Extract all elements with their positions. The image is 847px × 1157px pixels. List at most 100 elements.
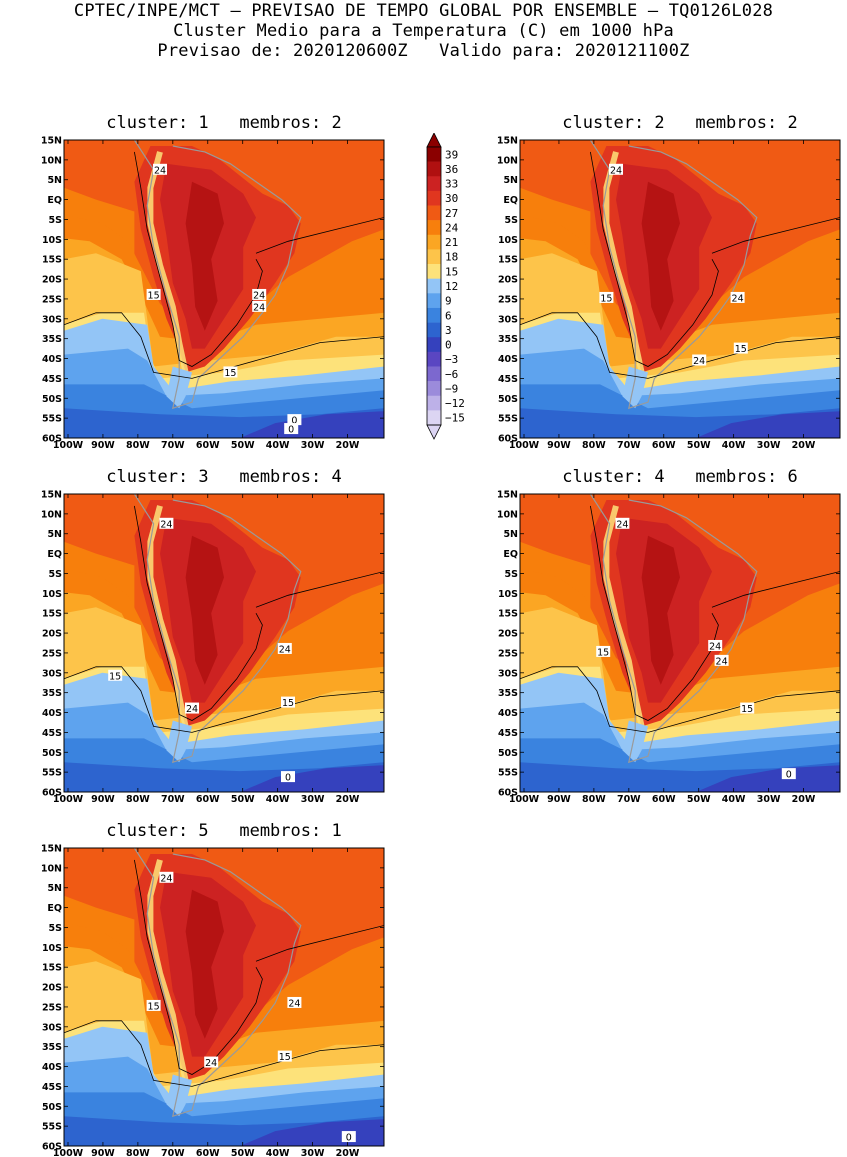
panel-title-4: cluster: 4 membros: 6 xyxy=(562,467,798,487)
colorbar-swatch xyxy=(427,322,441,338)
lat-tick-label: 50S xyxy=(498,394,518,405)
contour-label: 0 xyxy=(291,416,297,427)
lat-tick-label: 35S xyxy=(42,1042,62,1053)
lon-tick-label: 70W xyxy=(161,794,185,805)
contour-label: 15 xyxy=(148,1001,160,1012)
page-title-line-2: Cluster Medio para a Temperatura (C) em … xyxy=(173,21,674,41)
colorbar-swatch xyxy=(427,381,441,397)
lat-tick-label: 50S xyxy=(498,748,518,759)
lon-tick-label: 80W xyxy=(126,1148,150,1157)
contour-label: 24 xyxy=(693,356,705,367)
lat-tick-label: 60S xyxy=(42,434,62,445)
colorbar-swatch xyxy=(427,307,441,323)
colorbar-label: −6 xyxy=(445,368,458,381)
contour-label: 24 xyxy=(186,704,198,715)
contour-label: 24 xyxy=(616,519,628,530)
lon-tick-label: 60W xyxy=(652,440,676,451)
colorbar-bottom-arrow xyxy=(426,424,442,440)
lat-tick-label: 40S xyxy=(42,354,62,365)
lon-tick-label: 60W xyxy=(196,794,220,805)
lat-tick-label: 25S xyxy=(498,648,518,659)
lon-tick-label: 80W xyxy=(126,440,150,451)
lon-tick-label: 70W xyxy=(161,440,185,451)
colorbar-swatch xyxy=(427,176,441,192)
lon-tick-label: 40W xyxy=(266,440,290,451)
lat-tick-label: 5S xyxy=(49,215,63,226)
contour-label: 0 xyxy=(346,1133,352,1144)
colorbar-label: −15 xyxy=(445,412,465,425)
colorbar-swatch xyxy=(427,147,441,162)
lat-tick-label: 45S xyxy=(42,1082,62,1093)
colorbar-swatch xyxy=(427,410,441,426)
lat-tick-label: EQ xyxy=(47,195,62,206)
lat-tick-label: 40S xyxy=(498,708,518,719)
lat-tick-label: 40S xyxy=(42,708,62,719)
contour-label: 15 xyxy=(741,704,753,715)
lat-tick-label: 5S xyxy=(49,923,63,934)
map-panel-2: 15N 10N 5N EQ 5S 10S 15S 20S 25S 30S 35S 40S 45S 50S 5… xyxy=(497,136,841,451)
lon-tick-label: 60W xyxy=(652,794,676,805)
lat-tick-label: 5N xyxy=(47,175,62,186)
lat-tick-label: 10S xyxy=(498,235,518,246)
lon-tick-label: 20W xyxy=(792,440,816,451)
lat-tick-label: 50S xyxy=(42,748,62,759)
lat-tick-label: 50S xyxy=(42,394,62,405)
colorbar-swatch xyxy=(427,278,441,294)
page-title-line-1: CPTEC/INPE/MCT – PREVISAO DE TEMPO GLOBA… xyxy=(73,1,774,21)
page-title-line-3: Previsao de: 2020120600Z Valido para: 20… xyxy=(157,41,690,61)
lat-tick-label: 35S xyxy=(42,334,62,345)
lon-tick-label: 90W xyxy=(547,794,571,805)
colorbar-label: −9 xyxy=(445,382,458,395)
lon-tick-label: 90W xyxy=(547,440,571,451)
lon-tick-label: 80W xyxy=(126,794,150,805)
map-panel-1: 15N 10N 5N EQ 5S 10S 15S 20S 25S 30S 35S 40S 45S 50S 5… xyxy=(41,136,385,451)
colorbar-swatch xyxy=(427,249,441,265)
colorbar-label: 21 xyxy=(445,236,458,249)
lat-tick-label: 35S xyxy=(498,334,518,345)
lon-tick-label: 50W xyxy=(231,794,255,805)
contour-label: 15 xyxy=(148,290,160,301)
contour-label: 15 xyxy=(282,698,294,709)
lat-tick-label: 15N xyxy=(41,490,62,501)
lat-tick-label: 15S xyxy=(498,609,518,620)
lat-tick-label: 25S xyxy=(42,1002,62,1013)
lat-tick-label: 20S xyxy=(42,629,62,640)
lon-tick-label: 40W xyxy=(722,794,746,805)
lat-tick-label: 55S xyxy=(42,414,62,425)
lat-tick-label: EQ xyxy=(503,195,518,206)
colorbar-label: 15 xyxy=(445,265,458,278)
lon-tick-label: 100W xyxy=(53,440,84,451)
colorbar-swatch xyxy=(427,395,441,411)
panel-title-2: cluster: 2 membros: 2 xyxy=(562,113,798,133)
lat-tick-label: 10S xyxy=(42,943,62,954)
lon-tick-label: 40W xyxy=(266,1148,290,1157)
lat-tick-label: 30S xyxy=(498,668,518,679)
lat-tick-label: 15S xyxy=(498,255,518,266)
lon-tick-label: 30W xyxy=(301,440,325,451)
contour-label: 15 xyxy=(597,647,609,658)
lat-tick-label: 5N xyxy=(47,883,62,894)
contour-label: 15 xyxy=(735,344,747,355)
lat-tick-label: 45S xyxy=(498,374,518,385)
lon-tick-label: 50W xyxy=(687,794,711,805)
colorbar-swatch xyxy=(427,293,441,309)
lat-tick-label: 10N xyxy=(497,155,518,166)
colorbar-label: 9 xyxy=(445,295,452,308)
contour-label: 15 xyxy=(224,368,236,379)
map-panel-5: 15N 10N 5N EQ 5S 10S 15S 20S 25S 30S 35S 40S 45S 50S 5… xyxy=(41,844,385,1157)
lon-tick-label: 90W xyxy=(91,1148,115,1157)
lat-tick-label: EQ xyxy=(47,903,62,914)
contour-label: 24 xyxy=(709,641,721,652)
colorbar-label: 30 xyxy=(445,192,458,205)
lon-tick-label: 20W xyxy=(792,794,816,805)
contour-label: 15 xyxy=(109,671,121,682)
lon-tick-label: 20W xyxy=(336,440,360,451)
colorbar-top-arrow xyxy=(426,133,442,148)
lat-tick-label: 20S xyxy=(498,629,518,640)
lat-tick-label: 40S xyxy=(42,1062,62,1073)
lat-tick-label: 25S xyxy=(42,648,62,659)
lon-tick-label: 100W xyxy=(509,440,540,451)
lat-tick-label: 35S xyxy=(42,688,62,699)
panel-title-1: cluster: 1 membros: 2 xyxy=(106,113,342,133)
